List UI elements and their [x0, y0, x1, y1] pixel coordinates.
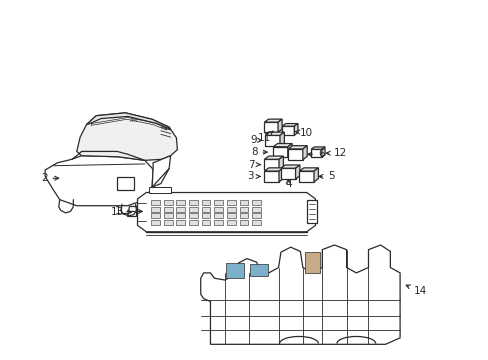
Polygon shape — [252, 207, 261, 212]
Polygon shape — [176, 213, 185, 218]
Polygon shape — [163, 220, 172, 225]
Polygon shape — [137, 193, 315, 232]
Polygon shape — [239, 213, 248, 218]
Polygon shape — [264, 159, 279, 170]
Text: 11: 11 — [257, 131, 273, 143]
Polygon shape — [189, 201, 198, 205]
Polygon shape — [201, 207, 210, 212]
Polygon shape — [287, 146, 306, 149]
Polygon shape — [281, 168, 295, 179]
Polygon shape — [201, 245, 399, 344]
Polygon shape — [278, 119, 282, 132]
Text: 8: 8 — [250, 147, 266, 157]
Polygon shape — [302, 146, 306, 159]
Polygon shape — [239, 220, 248, 225]
Text: 10: 10 — [294, 128, 313, 138]
Polygon shape — [214, 220, 223, 225]
Polygon shape — [163, 207, 172, 212]
Polygon shape — [239, 201, 248, 205]
Polygon shape — [116, 177, 134, 190]
Text: 7: 7 — [247, 159, 260, 170]
Polygon shape — [313, 168, 318, 182]
Polygon shape — [226, 207, 235, 212]
Polygon shape — [225, 263, 243, 278]
Text: 2: 2 — [41, 173, 59, 183]
Text: 12: 12 — [325, 148, 346, 158]
Text: 5: 5 — [318, 171, 334, 181]
Polygon shape — [264, 119, 282, 122]
Polygon shape — [201, 220, 210, 225]
Polygon shape — [126, 206, 135, 216]
Text: GMC: GMC — [130, 119, 140, 123]
Polygon shape — [264, 122, 278, 132]
Polygon shape — [279, 156, 283, 170]
Polygon shape — [163, 213, 172, 218]
Polygon shape — [310, 147, 325, 149]
Text: 9: 9 — [249, 135, 262, 145]
Polygon shape — [264, 156, 283, 159]
Polygon shape — [273, 144, 291, 147]
Polygon shape — [201, 201, 210, 205]
Polygon shape — [306, 200, 317, 223]
Polygon shape — [250, 264, 267, 276]
Polygon shape — [321, 147, 325, 157]
Polygon shape — [77, 113, 177, 160]
Polygon shape — [305, 252, 319, 273]
Text: 3: 3 — [246, 171, 260, 181]
Polygon shape — [264, 168, 283, 171]
Polygon shape — [280, 132, 284, 146]
Polygon shape — [299, 171, 313, 182]
Text: 13: 13 — [110, 207, 131, 217]
Polygon shape — [189, 207, 198, 212]
Polygon shape — [151, 220, 160, 225]
Polygon shape — [252, 213, 261, 218]
Text: 4: 4 — [285, 179, 291, 189]
Polygon shape — [151, 207, 160, 212]
Polygon shape — [86, 113, 170, 129]
Polygon shape — [295, 165, 299, 179]
Polygon shape — [226, 201, 235, 205]
Text: 1: 1 — [115, 206, 142, 216]
Polygon shape — [163, 201, 172, 205]
Polygon shape — [189, 213, 198, 218]
Polygon shape — [176, 220, 185, 225]
Polygon shape — [239, 207, 248, 212]
Polygon shape — [310, 149, 321, 157]
Polygon shape — [201, 213, 210, 218]
Polygon shape — [281, 165, 299, 168]
Polygon shape — [252, 220, 261, 225]
Polygon shape — [176, 201, 185, 205]
Polygon shape — [273, 147, 287, 157]
Polygon shape — [252, 201, 261, 205]
Polygon shape — [282, 126, 294, 135]
Text: 6: 6 — [307, 149, 324, 159]
Polygon shape — [151, 201, 160, 205]
Polygon shape — [265, 135, 280, 146]
Polygon shape — [189, 220, 198, 225]
Polygon shape — [151, 213, 160, 218]
Polygon shape — [214, 213, 223, 218]
Polygon shape — [282, 123, 297, 126]
Polygon shape — [264, 171, 279, 182]
Polygon shape — [45, 156, 153, 206]
Polygon shape — [287, 149, 302, 159]
Polygon shape — [148, 187, 170, 193]
Polygon shape — [214, 201, 223, 205]
Polygon shape — [279, 168, 283, 182]
Polygon shape — [214, 207, 223, 212]
Polygon shape — [299, 168, 318, 171]
Polygon shape — [265, 132, 284, 135]
Polygon shape — [226, 220, 235, 225]
Text: 14: 14 — [406, 285, 426, 296]
Polygon shape — [287, 144, 291, 157]
Polygon shape — [152, 156, 170, 187]
Polygon shape — [294, 123, 297, 135]
Polygon shape — [226, 213, 235, 218]
Polygon shape — [176, 207, 185, 212]
